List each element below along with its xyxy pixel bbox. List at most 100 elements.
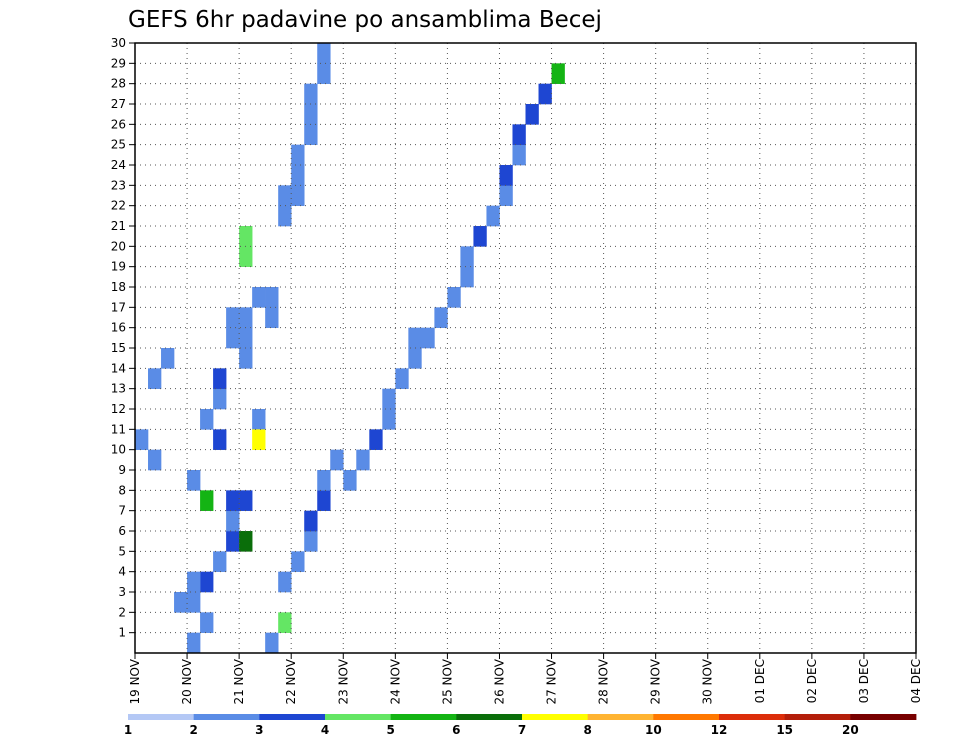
x-tick-label: 25 NOV [440,658,454,704]
x-tick-label: 27 NOV [545,658,559,704]
y-tick-label: 19 [111,260,126,274]
legend-label: 3 [255,723,263,737]
legend-label: 2 [189,723,197,737]
legend-label: 10 [645,723,662,737]
heatmap-cell [265,307,279,328]
heatmap-cell [499,185,513,206]
chart-title: GEFS 6hr padavine po ansamblima Becej [128,7,602,33]
legend-swatch [587,714,654,720]
heatmap-cell [239,307,253,328]
y-tick-label: 11 [111,422,126,436]
heatmap-cell [239,226,253,247]
legend-swatch [325,714,392,720]
x-tick-label: 20 NOV [180,658,194,704]
plot-frame [134,42,917,654]
x-tick-label: 22 NOV [284,658,298,704]
legend-label: 6 [452,723,460,737]
heatmap-cell [265,632,279,654]
grid-lines [134,42,917,653]
heatmap-cell [330,449,344,471]
heatmap-cell [252,409,266,430]
y-axis-ticks: 1234567891011121314151617181920212223242… [111,36,135,640]
legend-swatch [456,714,523,720]
heatmap-cell [213,551,227,572]
y-tick-label: 25 [111,138,126,152]
heatmap-cell [382,388,396,410]
legend-label: 20 [842,723,859,737]
x-tick-label: 02 DEC [805,659,819,703]
x-tick-label: 23 NOV [336,658,350,704]
heatmap-cell [525,104,539,125]
heatmap-cell [538,83,552,105]
heatmap-cell [551,63,565,84]
y-tick-label: 27 [111,97,126,111]
y-tick-label: 21 [111,219,126,233]
heatmap-cell [239,348,253,369]
y-tick-label: 7 [118,504,126,518]
x-tick-label: 26 NOV [492,658,506,704]
y-tick-label: 29 [111,56,126,70]
heatmap-cell [512,124,526,145]
heatmap-cell [356,449,370,471]
legend-swatch [259,714,326,720]
x-tick-label: 04 DEC [909,659,923,703]
x-tick-label: 28 NOV [597,658,611,704]
x-axis-ticks: 19 NOV 20 NOV 21 NOV 22 NOV 23 NOV 24 NOV 25 N… [128,653,923,705]
heatmap-cell [239,327,253,349]
heatmap-cell [486,205,500,227]
heatmap-cell [460,266,474,288]
heatmap-cell [291,165,305,186]
heatmap-cell [473,226,487,247]
heatmap-cell [304,531,318,552]
heatmap-cell [148,368,162,389]
heatmap-cell [239,531,253,552]
legend-label: 1 [124,723,132,737]
heatmap-cell [148,449,162,471]
heatmap-cell [187,632,201,654]
heatmap-cell [252,287,266,308]
y-tick-label: 26 [111,117,126,131]
heatmap-cell [278,185,292,206]
y-tick-label: 24 [111,158,126,172]
x-tick-label: 03 DEC [857,659,871,703]
heatmap-cell [226,327,240,349]
heatmap-cell [200,409,214,430]
color-legend: 1 2 3 4 5 6 7 8 10 12 15 20 [124,714,917,737]
x-tick-label: 21 NOV [232,658,246,704]
heatmap-cell [304,83,318,105]
heatmap-cell [239,490,253,511]
legend-label: 8 [583,723,591,737]
y-tick-label: 2 [118,605,126,619]
heatmap-cell [200,571,214,593]
y-tick-label: 28 [111,77,126,91]
y-tick-label: 3 [118,585,126,599]
y-tick-label: 17 [111,300,126,314]
heatmap-cell [278,571,292,593]
legend-swatch [522,714,589,720]
y-tick-label: 9 [118,463,126,477]
heatmap-cell [213,388,227,410]
legend-swatch [390,714,457,720]
heatmap-cell [213,429,227,450]
heatmap-cell [239,246,253,267]
legend-label: 4 [321,723,329,737]
heatmap-cell [460,246,474,267]
heatmap-cells [135,43,565,654]
heatmap-cell [304,104,318,125]
heatmap-cell [343,470,357,491]
heatmap-cell [408,327,422,349]
y-tick-label: 6 [118,524,126,538]
heatmap-cell [382,409,396,430]
heatmap-cell [317,63,331,84]
x-tick-label: 29 NOV [649,658,663,704]
y-tick-label: 8 [118,483,126,497]
heatmap-cell [499,165,513,186]
legend-label: 5 [386,723,394,737]
heatmap-cell [226,531,240,552]
heatmap-cell [291,185,305,206]
y-tick-label: 15 [111,341,126,355]
x-tick-label: 19 NOV [128,658,142,704]
heatmap-cell [265,287,279,308]
legend-label: 15 [776,723,793,737]
